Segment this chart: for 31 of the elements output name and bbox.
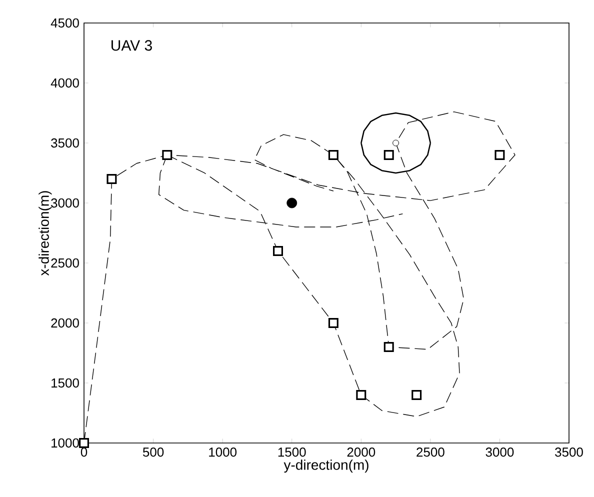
y-tick-label: 1500	[52, 378, 79, 388]
y-tick-label: 4000	[50, 78, 79, 88]
x-tick-label: 1500	[278, 448, 306, 457]
x-tick-label: 500	[142, 448, 164, 457]
x-tick-label: 1000	[209, 448, 237, 457]
y-tick-label: 2500	[51, 258, 79, 268]
y-tick-label: 3500	[51, 138, 79, 148]
point	[328, 150, 338, 160]
x-tick-label: 3500	[555, 448, 583, 457]
point	[494, 150, 505, 160]
point	[384, 342, 394, 352]
annotation: UAV 3	[112, 40, 152, 51]
point	[384, 150, 394, 160]
y-tick-label: 3000	[51, 198, 79, 208]
point	[162, 150, 172, 160]
point	[79, 438, 90, 448]
y-tick-label: 4500	[50, 18, 79, 28]
point	[106, 174, 117, 184]
point	[286, 198, 298, 208]
x-tick-label: 2500	[416, 448, 444, 457]
x-axis-title: y-direction(m)	[284, 460, 368, 473]
point	[412, 390, 422, 400]
point	[356, 390, 366, 400]
x-tick-label: 3000	[486, 448, 514, 457]
y-axis-title: x-direction(m)	[38, 191, 52, 276]
y-tick-label: 1000	[52, 438, 79, 448]
y-tick-label: 2000	[51, 318, 79, 328]
point	[273, 246, 284, 256]
x-tick-label: 2000	[347, 448, 376, 457]
point	[392, 140, 400, 146]
point	[328, 318, 338, 328]
